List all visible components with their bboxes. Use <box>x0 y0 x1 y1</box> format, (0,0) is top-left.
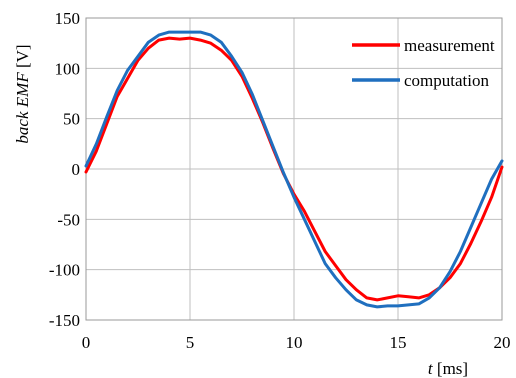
x-axis-label: t [ms] <box>428 359 468 378</box>
x-tick-label: 15 <box>390 333 407 352</box>
y-axis-label: back EMF [V] <box>13 44 32 143</box>
y-tick-label: -50 <box>57 210 80 229</box>
y-tick-label: -100 <box>49 261 80 280</box>
x-tick-label: 0 <box>82 333 91 352</box>
y-tick-label: 0 <box>72 160 81 179</box>
x-tick-label: 10 <box>286 333 303 352</box>
y-tick-label: -150 <box>49 311 80 330</box>
legend-label-computation: computation <box>404 71 489 90</box>
y-tick-label: 50 <box>63 110 80 129</box>
y-tick-label: 150 <box>55 9 81 28</box>
grid-lines <box>85 17 503 321</box>
series-lines <box>84 30 504 309</box>
legend-label-measurement: measurement <box>404 36 495 55</box>
x-tick-label: 5 <box>186 333 195 352</box>
series-line-computation <box>84 30 504 309</box>
legend: measurement computation <box>352 36 495 90</box>
x-tick-label: 20 <box>494 333 511 352</box>
y-tick-label: 100 <box>55 59 81 78</box>
tick-labels: -150 -100 -50 0 50 100 150 0 5 10 15 20 <box>49 9 511 352</box>
